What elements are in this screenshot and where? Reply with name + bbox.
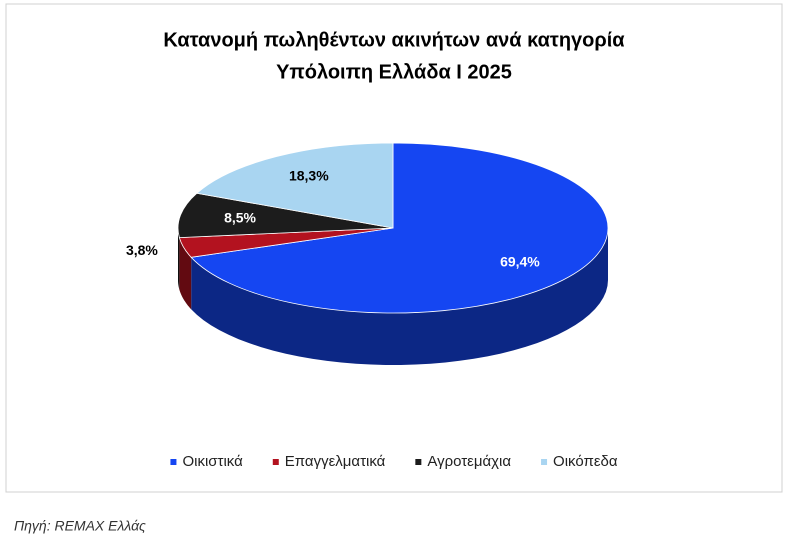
legend-label: Οικόπεδα: [553, 453, 618, 470]
legend-swatch: [415, 459, 422, 465]
legend-label: Αγροτεμάχια: [427, 453, 511, 470]
slice-side: [179, 237, 192, 310]
data-label: 8,5%: [224, 209, 256, 225]
slice: [177, 192, 394, 239]
data-label: 3,8%: [126, 242, 158, 258]
legend-label: Επαγγελματικά: [285, 453, 386, 470]
legend: Οικιστικά Επαγγελματικά Αγροτεμάχια Οικόπεδ…: [170, 453, 618, 470]
data-label: 69,4%: [500, 254, 540, 270]
legend-swatch: [541, 459, 548, 465]
slice-side: [191, 228, 609, 365]
source-note: Πηγή: REMAX Ελλάς: [14, 518, 146, 534]
pie: 69,4% 3,8% 8,5% 18,3%: [126, 142, 609, 365]
chart-title: Κατανομή πωληθέντων ακινήτων ανά κατηγορ…: [163, 29, 625, 51]
slice: [195, 142, 394, 229]
slice-side: [178, 228, 180, 290]
data-label: 18,3%: [289, 167, 329, 183]
legend-label: Οικιστικά: [182, 453, 243, 470]
legend-swatch: [272, 459, 279, 465]
chart-title: Υπόλοιπη Ελλάδα I 2025: [276, 61, 512, 83]
legend-swatch: [170, 459, 177, 465]
slice: [190, 142, 609, 314]
